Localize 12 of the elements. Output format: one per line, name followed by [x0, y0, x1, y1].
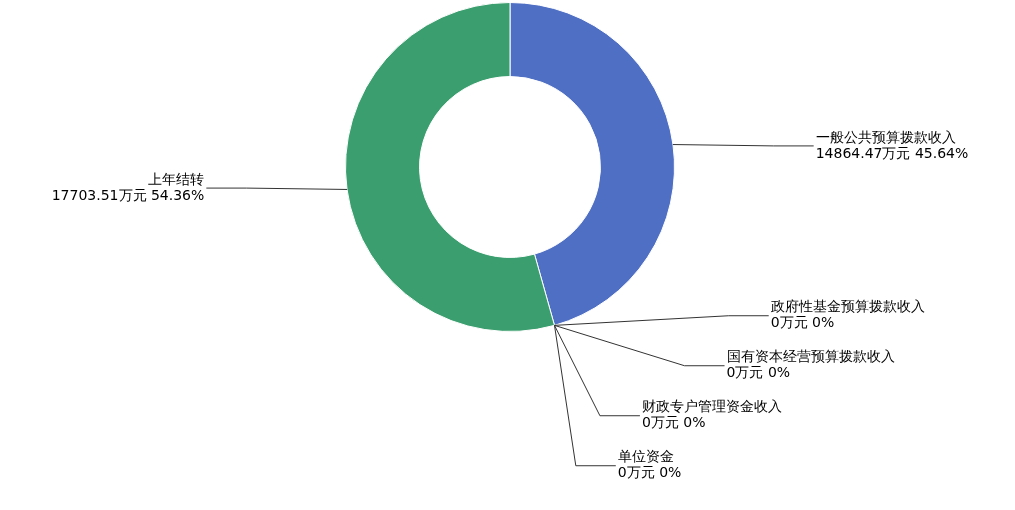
- category-label: 政府性基金预算拨款收入: [770, 298, 925, 315]
- category-label: 单位资金: [617, 448, 674, 465]
- category-label: 国有资本经营预算拨款收入: [726, 348, 895, 365]
- slice-label: 上年结转: [148, 170, 205, 187]
- text: 0万元 0%: [641, 414, 706, 431]
- text: 0万元 0%: [770, 314, 835, 331]
- slice-label: 一般公共预算拨款收入: [815, 128, 956, 145]
- text: 0万元 0%: [617, 464, 682, 481]
- text: 0万元 0%: [726, 364, 791, 381]
- category-label: 财政专户管理资金收入: [641, 398, 782, 415]
- data-label: 14864.47万元 45.64%: [815, 144, 969, 161]
- data-label: 17703.51万元 54.36%: [51, 186, 205, 203]
